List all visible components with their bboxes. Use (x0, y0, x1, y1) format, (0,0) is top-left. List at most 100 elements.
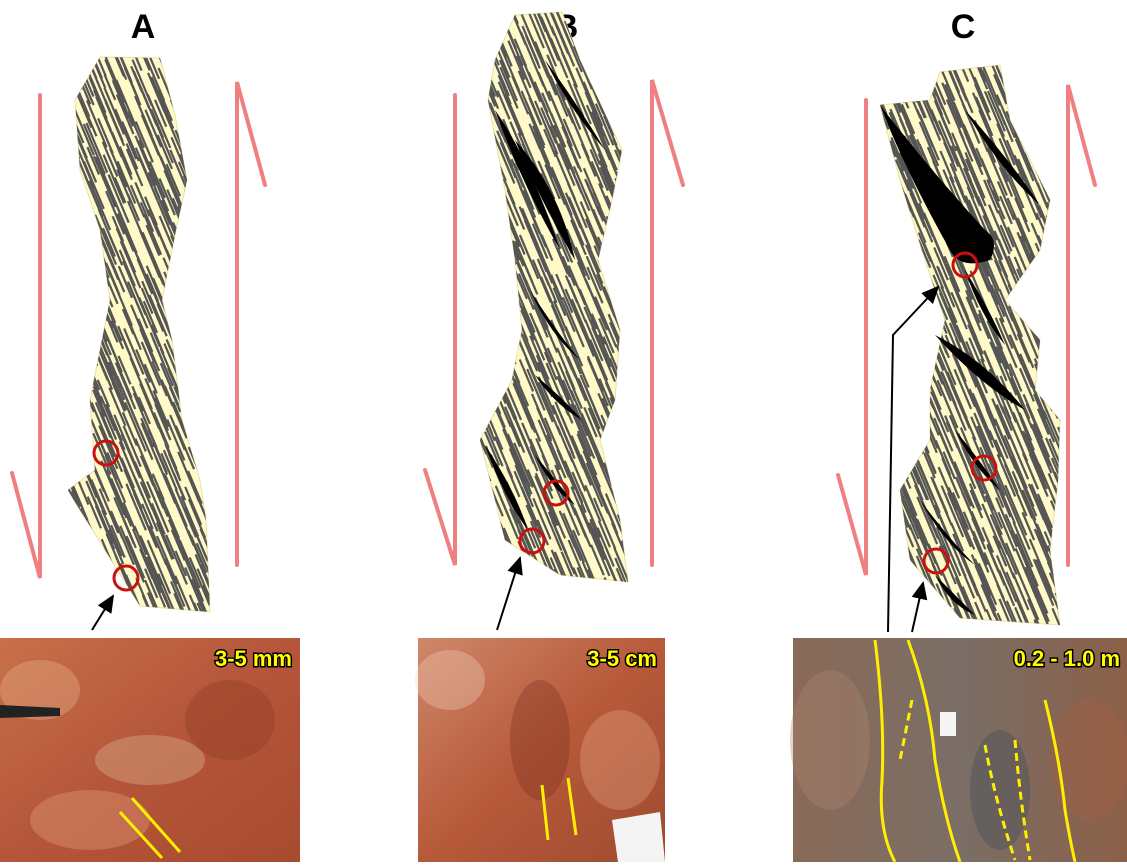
foliation-line (62, 427, 74, 455)
foliation-line (199, 320, 213, 352)
panel-b: B 3-5 cm (415, 0, 683, 862)
foliation-line (481, 390, 492, 416)
foliation-line (605, 577, 616, 603)
foliation-line (50, 542, 71, 591)
foliation-line (621, 197, 644, 251)
foliation-line (1031, 259, 1052, 310)
shear-zone (68, 57, 210, 612)
foliation-line (206, 509, 222, 548)
foliation-line (54, 564, 70, 601)
foliation-line (91, 563, 102, 588)
foliation-line (901, 268, 920, 313)
foliation-line (612, 183, 634, 235)
foliation-line (1016, 88, 1037, 138)
foliation-line (873, 215, 894, 266)
foliation-line (873, 289, 891, 333)
foliation-line (878, 502, 895, 543)
foliation-line (1053, 364, 1067, 396)
foliation-line (173, 263, 193, 312)
scale-label: 0.2 - 1.0 m (1014, 646, 1120, 671)
foliation-line (622, 486, 633, 512)
foliation-line (880, 214, 902, 267)
foliation-line (68, 421, 90, 474)
foliation-line (901, 46, 915, 79)
foliation-line (174, 44, 187, 76)
foliation-line (468, 0, 487, 44)
foliation-line (623, 130, 642, 175)
foliation-line (207, 75, 228, 125)
foliation-line (52, 140, 69, 180)
foliation-line (468, 537, 482, 571)
foliation-line (55, 250, 72, 291)
foliation-line (208, 593, 226, 636)
foliation-line (509, 547, 523, 579)
foliation-line (51, 103, 72, 154)
foliation-line (869, 571, 890, 621)
foliation-line (607, 216, 627, 264)
foliation-line (477, 295, 492, 330)
foliation-line (471, 469, 485, 502)
foliation-line (200, 313, 222, 366)
foliation-line (61, 547, 73, 577)
foliation-line (207, 240, 222, 275)
foliation-line (56, 363, 70, 396)
foliation-line (878, 539, 893, 575)
foliation-line (486, 510, 498, 540)
foliation-line (86, 274, 98, 303)
foliation-line (493, 236, 512, 281)
foliation-line (87, 294, 107, 341)
foliation-line (895, 246, 909, 280)
foliation-line (592, 9, 604, 37)
foliation-line (609, 90, 623, 124)
foliation-line (474, 279, 495, 329)
foliation-line (869, 270, 882, 301)
foliation-line (878, 151, 889, 176)
foliation-line (207, 264, 220, 295)
foliation-line (66, 403, 78, 431)
foliation-line (619, 112, 641, 165)
foliation-line (621, 322, 636, 358)
foliation-line (605, 426, 624, 472)
panel-c: C 0.2 - 1.0 m (790, 8, 1127, 862)
foliation-line (1046, 304, 1058, 333)
foliation-line (1050, 157, 1061, 184)
foliation-line (619, 75, 641, 127)
foliation-line (476, 316, 496, 364)
pointer (912, 583, 923, 632)
foliation-line (62, 171, 84, 222)
foliation-line (892, 419, 909, 459)
foliation-line (1042, 349, 1055, 380)
foliation-line (888, 56, 900, 84)
foliation-line (201, 399, 222, 448)
foliation-line (55, 281, 70, 316)
foliation-line (869, 233, 884, 270)
foliation-line (624, 280, 638, 313)
foliation-line (1048, 114, 1064, 153)
foliation-line (77, 205, 97, 252)
foliation-line (207, 269, 229, 321)
foliation-line (468, 37, 489, 87)
foliation-line (201, 269, 219, 312)
foliation-line (908, 417, 923, 453)
foliation-line (866, 507, 886, 554)
foliation-line (872, 333, 886, 367)
foliation-line (882, 524, 900, 568)
foliation-line (204, 475, 226, 528)
panel-label: C (951, 8, 976, 46)
foliation-line (619, 237, 635, 275)
foliation-line (620, 150, 640, 197)
foliation-line (469, 164, 484, 201)
foliation-line (610, 397, 628, 439)
foliation-line (202, 103, 213, 129)
foliation-line (1025, 115, 1037, 142)
foliation-line (73, 300, 91, 343)
foliation-line (869, 168, 887, 212)
foliation-line (1045, 100, 1065, 147)
foliation-line (595, 15, 612, 55)
foliation-line (113, 599, 125, 627)
foliation-line (871, 202, 891, 250)
foliation-line (592, 37, 608, 75)
foliation-line (193, 208, 205, 237)
foliation-line (194, 291, 215, 340)
foliation-line (182, 362, 198, 400)
